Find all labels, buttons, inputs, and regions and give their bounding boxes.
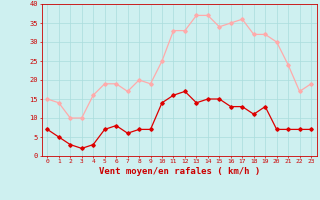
X-axis label: Vent moyen/en rafales ( km/h ): Vent moyen/en rafales ( km/h ) xyxy=(99,167,260,176)
